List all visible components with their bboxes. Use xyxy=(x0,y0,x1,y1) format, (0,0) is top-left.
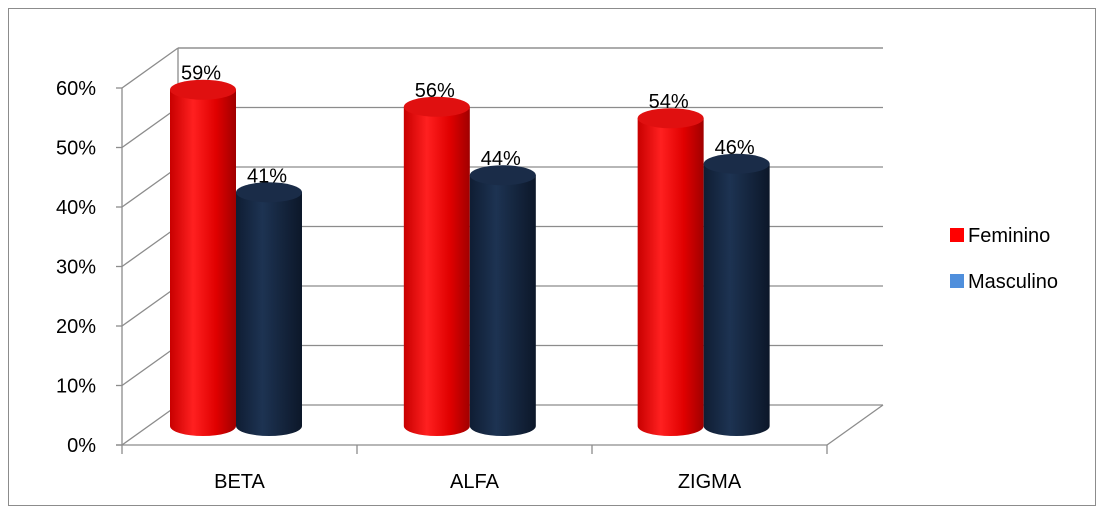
data-label: 59% xyxy=(181,63,221,85)
y-tick-label: 0% xyxy=(67,435,96,457)
data-label: 54% xyxy=(649,91,689,113)
y-tick-label: 20% xyxy=(56,316,96,338)
bar-masculino-zigma xyxy=(703,153,770,437)
legend-label: Masculino xyxy=(968,271,1058,293)
category-label: ZIGMA xyxy=(678,471,742,493)
legend-swatch xyxy=(950,274,964,288)
category-label: BETA xyxy=(214,471,265,493)
bar-masculino-beta xyxy=(236,182,302,436)
legend: Feminino Masculino xyxy=(950,225,1058,293)
y-tick-label: 50% xyxy=(56,138,96,160)
y-tick-label: 30% xyxy=(56,257,96,279)
data-label: 46% xyxy=(715,137,755,159)
y-tick-label: 10% xyxy=(56,376,96,398)
y-tick-label: 40% xyxy=(56,197,96,219)
bar-feminino-beta xyxy=(170,79,236,436)
chart-frame xyxy=(8,8,1096,506)
bar-feminino-zigma xyxy=(637,108,704,437)
legend-label: Feminino xyxy=(968,225,1050,247)
y-axis-tick-labels: 0% 10% 20% 30% 40% 50% 60% xyxy=(56,78,96,457)
data-label: 41% xyxy=(247,165,287,187)
bars: 59% 41% 56% 44% 54% 46% xyxy=(170,63,770,437)
category-labels: BETA ALFA ZIGMA xyxy=(214,471,742,493)
legend-swatch xyxy=(950,228,964,242)
category-label: ALFA xyxy=(450,471,500,493)
y-tick-label: 60% xyxy=(56,78,96,100)
data-label: 56% xyxy=(415,80,455,102)
bar-feminino-alfa xyxy=(403,96,470,437)
bar-masculino-alfa xyxy=(469,165,536,437)
data-label: 44% xyxy=(481,148,521,170)
